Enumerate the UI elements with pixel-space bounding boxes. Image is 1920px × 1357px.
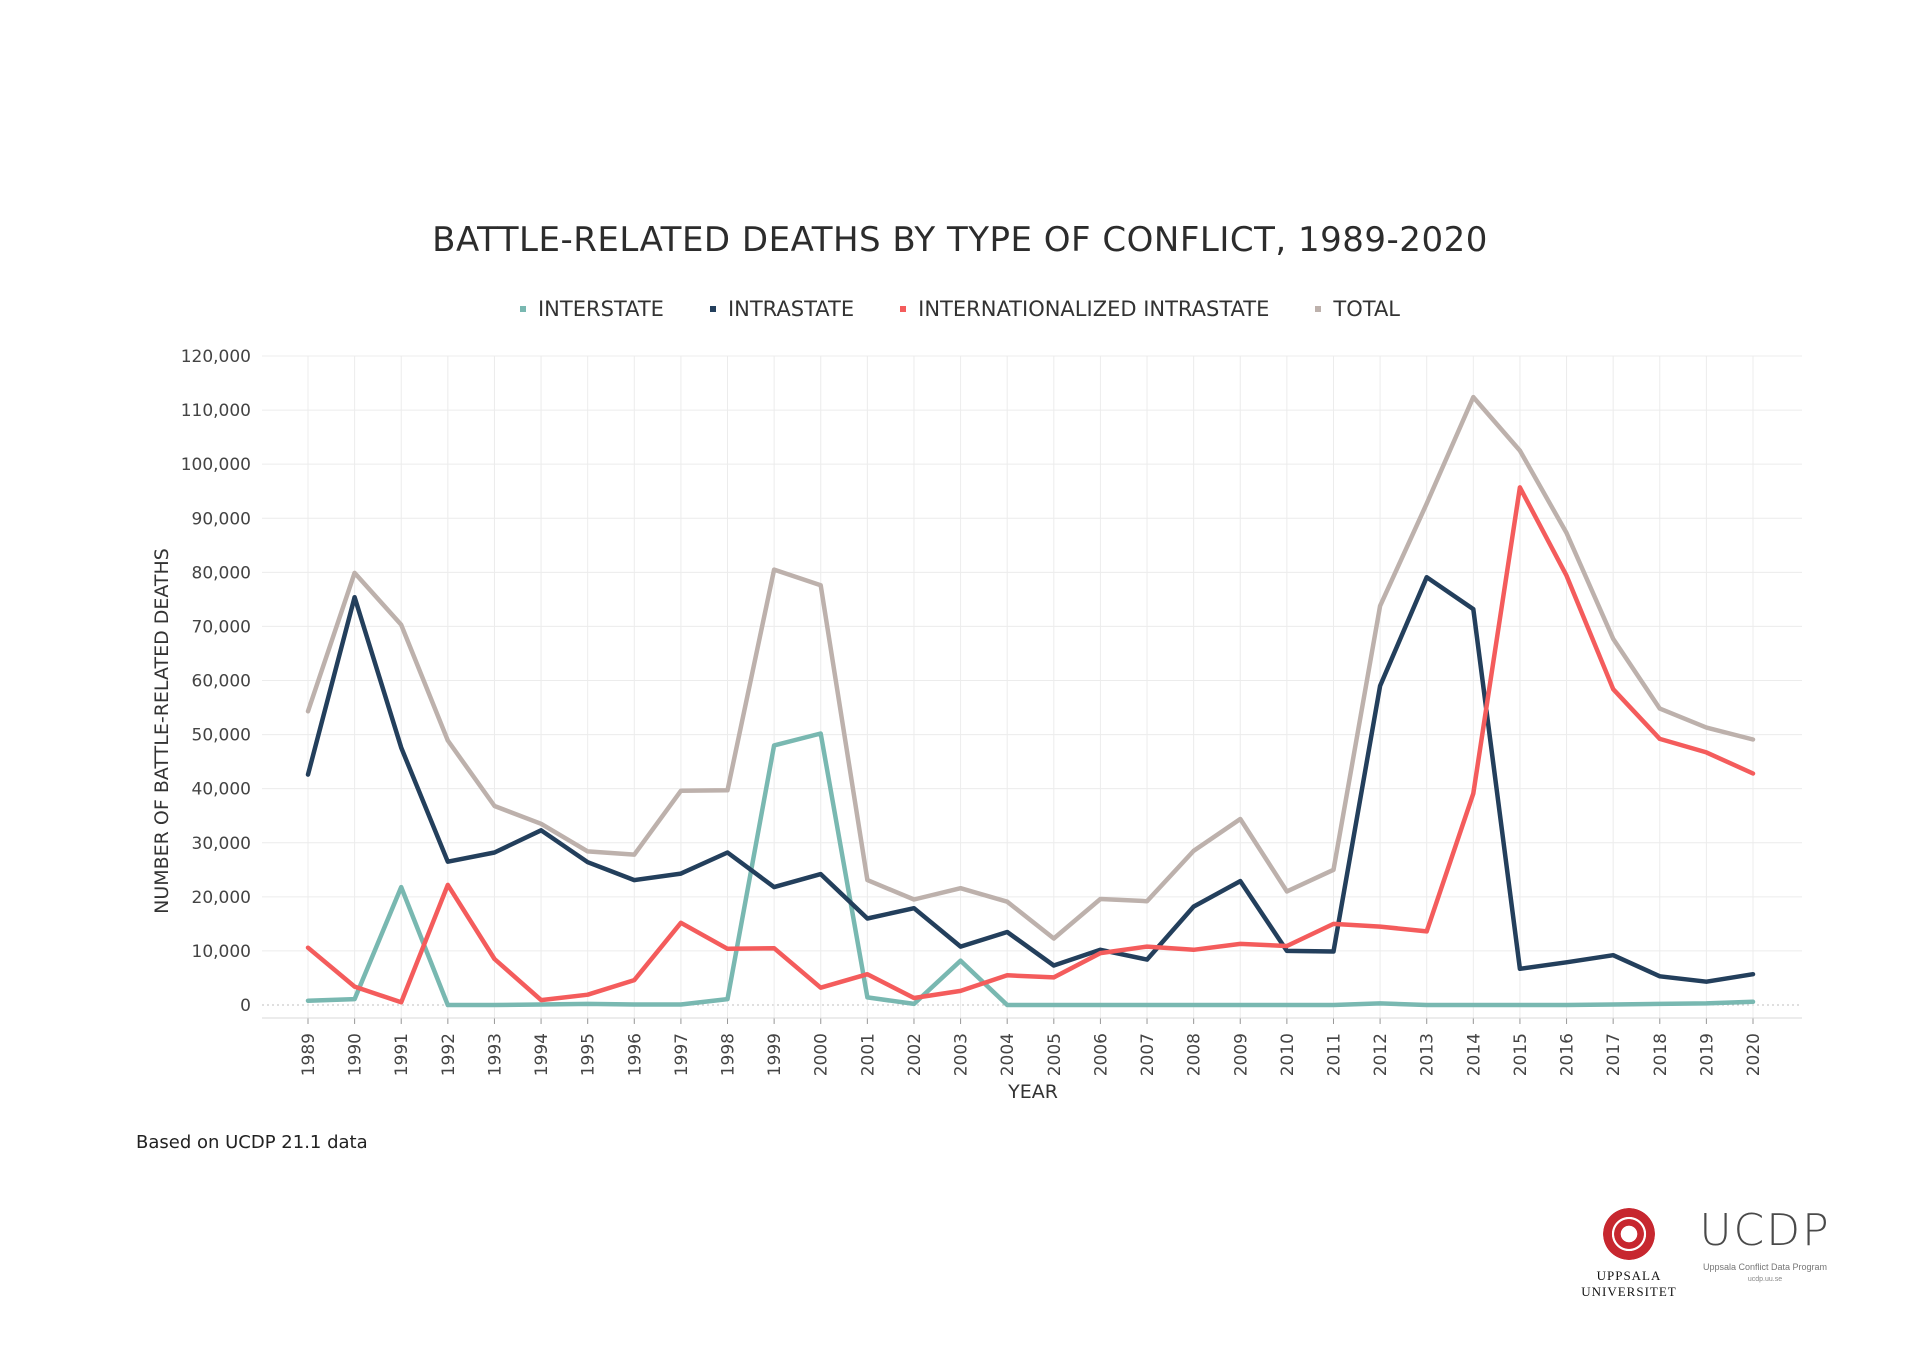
legend-swatch-intrastate bbox=[709, 306, 716, 312]
x-tick-label: 2020 bbox=[1744, 1033, 1764, 1076]
series-lines bbox=[305, 394, 1756, 1008]
y-tick-label: 120,000 bbox=[181, 347, 251, 367]
source-note: Based on UCDP 21.1 data bbox=[136, 1132, 368, 1153]
x-tick-label: 1989 bbox=[299, 1033, 319, 1076]
y-tick-label: 0 bbox=[240, 996, 251, 1016]
legend-item-total: TOTAL bbox=[1315, 297, 1400, 321]
y-tick-label: 60,000 bbox=[192, 672, 251, 692]
x-tick-label: 2013 bbox=[1418, 1033, 1438, 1076]
legend-swatch-internationalized bbox=[900, 306, 907, 312]
series-line-interstate bbox=[305, 731, 1756, 1008]
x-tick-label: 1997 bbox=[672, 1033, 692, 1076]
ucdp-logo: UCDP Uppsala Conflict Data Program ucdp.… bbox=[1690, 1205, 1840, 1284]
series-line-internationalized-intrastate bbox=[305, 485, 1756, 1005]
axes: 0 10,000 20,000 30,000 40,000 50,000 60,000 70,… bbox=[181, 347, 1802, 1076]
x-tick-label: 2017 bbox=[1604, 1033, 1624, 1076]
x-tick-label: 2008 bbox=[1185, 1033, 1205, 1076]
x-tick-label: 1990 bbox=[346, 1033, 366, 1076]
x-tick-label: 2015 bbox=[1511, 1033, 1531, 1076]
legend-label-internationalized: INTERNATIONALIZED INTRASTATE bbox=[918, 297, 1270, 321]
x-tick-label: 1994 bbox=[532, 1033, 552, 1076]
legend-item-internationalized: INTERNATIONALIZED INTRASTATE bbox=[900, 297, 1269, 321]
x-tick-label: 1993 bbox=[485, 1033, 505, 1076]
legend-label-interstate: INTERSTATE bbox=[537, 297, 664, 321]
legend-swatch-total bbox=[1315, 306, 1322, 312]
y-tick-label: 30,000 bbox=[192, 834, 251, 854]
x-tick-label: 1995 bbox=[579, 1033, 599, 1076]
x-tick-label: 2002 bbox=[905, 1033, 925, 1076]
x-tick-label: 2016 bbox=[1558, 1033, 1578, 1076]
y-tick-label: 110,000 bbox=[181, 401, 251, 421]
y-tick-label: 20,000 bbox=[192, 888, 251, 908]
uppsala-line-1: UPPSALA bbox=[1596, 1268, 1662, 1283]
x-tick-label: 1991 bbox=[392, 1033, 412, 1076]
y-tick-label: 50,000 bbox=[192, 726, 251, 746]
series-line-total bbox=[305, 394, 1756, 941]
uppsala-wordmark: UPPSALA UNIVERSITET bbox=[1574, 1268, 1684, 1300]
legend: INTERSTATE INTRASTATE INTERNATIONALIZED … bbox=[0, 297, 1920, 321]
x-tick-label: 2003 bbox=[952, 1033, 972, 1076]
x-tick-label: 2018 bbox=[1651, 1033, 1671, 1076]
x-axis-title: YEAR bbox=[1007, 1081, 1058, 1103]
y-tick-label: 40,000 bbox=[192, 780, 251, 800]
y-tick-label: 80,000 bbox=[192, 563, 251, 583]
x-tick-label: 2019 bbox=[1697, 1033, 1717, 1076]
ucdp-url: ucdp.uu.se bbox=[1747, 1276, 1783, 1283]
x-tick-label: 1998 bbox=[719, 1033, 739, 1076]
legend-label-total: TOTAL bbox=[1333, 297, 1401, 321]
series-line-intrastate bbox=[305, 574, 1756, 984]
chart-title: BATTLE-RELATED DEATHS BY TYPE OF CONFLIC… bbox=[432, 220, 1488, 260]
legend-swatch-interstate bbox=[519, 306, 526, 312]
legend-item-intrastate: INTRASTATE bbox=[709, 297, 855, 321]
uppsala-seal-icon bbox=[1603, 1208, 1655, 1260]
x-tick-label: 1992 bbox=[439, 1033, 459, 1076]
x-tick-label: 2007 bbox=[1138, 1033, 1158, 1076]
x-tick-label: 2009 bbox=[1231, 1033, 1251, 1076]
y-tick-label: 10,000 bbox=[192, 942, 251, 962]
x-tick-label: 2010 bbox=[1278, 1033, 1298, 1076]
ucdp-subtitle: Uppsala Conflict Data Program bbox=[1702, 1262, 1828, 1272]
ucdp-wordmark: UCDP bbox=[1699, 1205, 1831, 1256]
x-tick-label: 1996 bbox=[625, 1033, 645, 1076]
x-tick-label: 2012 bbox=[1371, 1033, 1391, 1076]
y-axis-title: NUMBER OF BATTLE-RELATED DEATHS bbox=[151, 548, 173, 914]
x-tick-label: 2014 bbox=[1464, 1033, 1484, 1076]
x-tick-label: 2011 bbox=[1324, 1033, 1344, 1076]
legend-label-intrastate: INTRASTATE bbox=[727, 297, 855, 321]
y-tick-label: 100,000 bbox=[181, 455, 251, 475]
x-tick-label: 1999 bbox=[765, 1033, 785, 1076]
x-tick-label: 2001 bbox=[858, 1033, 878, 1076]
x-tick-label: 2006 bbox=[1091, 1033, 1111, 1076]
x-tick-label: 2004 bbox=[998, 1033, 1018, 1076]
y-tick-label: 70,000 bbox=[192, 617, 251, 637]
legend-item-interstate: INTERSTATE bbox=[519, 297, 664, 321]
uppsala-university-logo: UPPSALA UNIVERSITET bbox=[1574, 1208, 1684, 1300]
x-tick-label: 2000 bbox=[812, 1033, 832, 1076]
x-tick-label: 2005 bbox=[1045, 1033, 1065, 1076]
y-tick-label: 90,000 bbox=[192, 509, 251, 529]
uppsala-line-2: UNIVERSITET bbox=[1581, 1284, 1677, 1299]
